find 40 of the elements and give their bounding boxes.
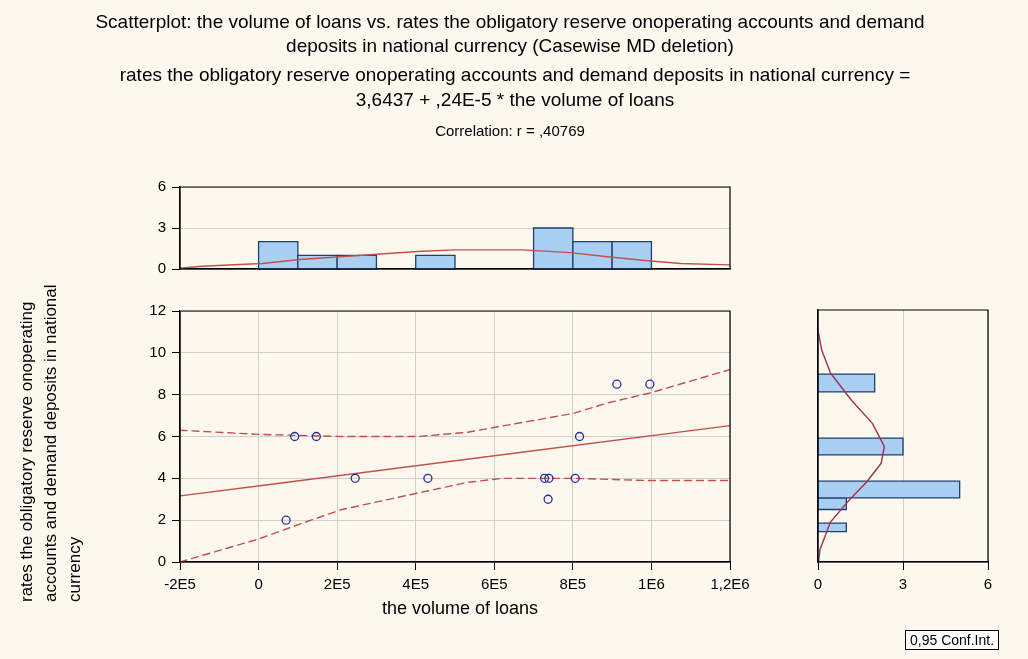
point: [544, 473, 554, 483]
y-tick-label: 0: [157, 259, 166, 277]
point: [645, 379, 655, 389]
point: [311, 431, 321, 442]
point: [290, 431, 300, 442]
x-tick-label: 6E5: [480, 575, 508, 593]
x-axis-title: the volume of loans: [380, 598, 540, 619]
point: [281, 515, 291, 525]
x-tick-label: 0: [813, 575, 823, 593]
x-tick-label: 1E6: [638, 575, 665, 593]
text: Correlation: r = ,40769: [434, 122, 586, 139]
y-tick-label: 12: [149, 301, 166, 319]
x-tick-label: 4E5: [402, 575, 430, 593]
point: [539, 473, 550, 483]
chart-subtitle: rates the obligatory reserve onoperating accounts and demand deposits in national currency = 3,6437 + ,24E-5 * the volume of loans: [118, 63, 912, 112]
x-tick-label: -2E5: [164, 575, 196, 593]
x-tick-label: 1,2E6: [710, 575, 750, 593]
point: [574, 431, 585, 442]
y-tick-label: 3: [157, 218, 166, 236]
y-tick-label: 4: [157, 468, 166, 486]
y-tick-label: 10: [149, 342, 166, 360]
x-tick-label: 8E5: [559, 575, 587, 593]
y-tick-label: 6: [157, 177, 166, 195]
y-tick-label: 0: [157, 552, 166, 570]
y-tick-label: 6: [157, 426, 166, 444]
x-tick-label: 2E5: [323, 575, 351, 593]
x-tick-label: 0: [254, 575, 263, 593]
point: [612, 379, 622, 389]
x-tick-label: 3: [898, 575, 908, 593]
x-tick-label: 6: [983, 575, 993, 593]
point: [423, 473, 433, 483]
y-tick-label: 8: [157, 384, 166, 402]
text: 0,95 Conf.Int.: [905, 630, 1000, 650]
point: [350, 473, 360, 483]
line-series: [180, 368, 730, 438]
point: [543, 494, 553, 504]
y-axis-title: rates the obligatory reserve onoperating accounts and demand deposits in national currency: [16, 283, 85, 602]
chart-title: Scatterplot: the volume of loans vs. rates the obligatory reserve onoperating accounts and demand deposits in national currency (Casewise MD deletion): [94, 10, 926, 58]
point: [570, 473, 580, 483]
y-tick-label: 2: [157, 510, 166, 528]
